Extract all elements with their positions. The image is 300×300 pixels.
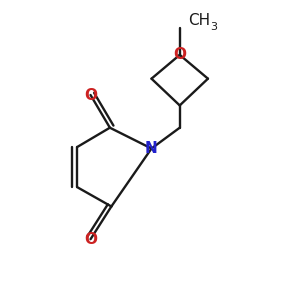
Text: 3: 3 — [210, 22, 217, 32]
Text: CH: CH — [188, 13, 210, 28]
Text: N: N — [145, 141, 158, 156]
Text: O: O — [84, 232, 97, 247]
Text: O: O — [173, 47, 186, 62]
Text: O: O — [84, 88, 97, 103]
